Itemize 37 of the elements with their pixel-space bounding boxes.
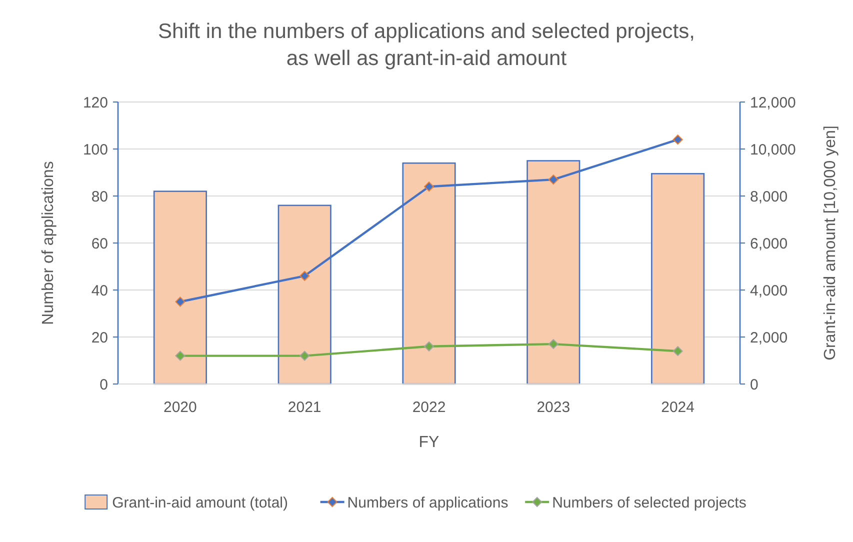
legend-label: Numbers of applications (347, 494, 508, 512)
point (175, 350, 186, 361)
y-tick-label: 0 (100, 376, 108, 394)
y-tick-label: 100 (82, 141, 108, 158)
y-tick-label: 120 (82, 94, 108, 112)
point (300, 270, 310, 281)
y2-tick-label: 2,000 (750, 329, 788, 346)
y-tick-label: 40 (91, 282, 108, 300)
bar (651, 173, 705, 385)
x-tick-label: 2021 (288, 399, 322, 416)
chart-title: Shift in the numbers of applications and selected projects, as well as grant-in-aid amount (158, 20, 695, 70)
legend-label: Numbers of selected projects (552, 494, 746, 512)
y2-tick-label: 0 (750, 376, 758, 394)
y2-tick-label: 4,000 (750, 282, 788, 300)
point (548, 174, 558, 185)
y-axis-title: Number of applications (40, 161, 57, 325)
x-tick-label: 2023 (536, 399, 570, 416)
y2-tick-label: 12,000 (750, 94, 796, 112)
point (300, 350, 310, 361)
point (672, 134, 683, 145)
y2-axis-title: Grant-in-aid amount [10,000 yen] (822, 126, 839, 360)
point (672, 346, 683, 356)
point (424, 341, 434, 352)
x-tick-label: 2024 (661, 399, 694, 416)
y2-tick-label: 8,000 (750, 188, 788, 206)
x-tick-label: 2020 (164, 399, 197, 416)
point (548, 339, 558, 350)
y-tick-label: 20 (91, 329, 108, 346)
x-axis-title: FY (418, 434, 440, 451)
point (424, 182, 434, 192)
y-tick-label: 60 (91, 235, 108, 252)
y2-tick-label: 10,000 (750, 141, 796, 158)
y2-tick-label: 6,000 (750, 235, 788, 252)
x-tick-label: 2022 (412, 399, 446, 416)
y-tick-label: 80 (91, 188, 108, 206)
point (175, 296, 186, 307)
legend-label: Grant-in-aid amount (total) (112, 494, 288, 512)
